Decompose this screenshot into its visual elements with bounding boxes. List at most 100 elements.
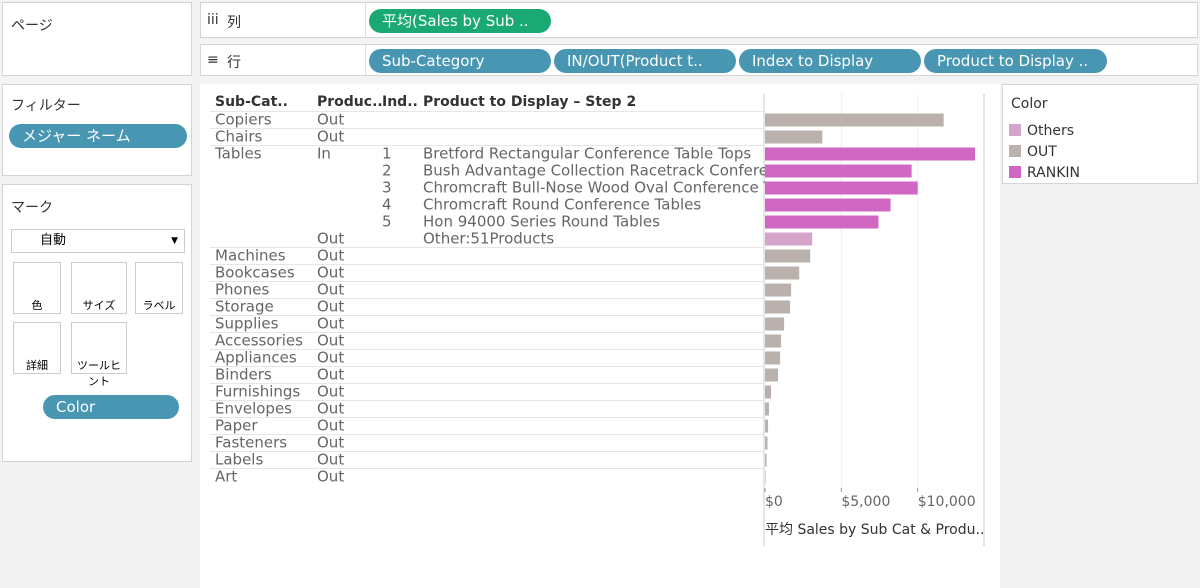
header: Produc.. xyxy=(317,94,383,110)
row-pill[interactable]: IN/OUT(Product t.. xyxy=(554,49,736,73)
sub-category: Paper xyxy=(215,417,258,435)
in-out: Out xyxy=(317,468,344,486)
bar xyxy=(765,470,766,484)
sub-category: Copiers xyxy=(215,111,272,129)
bar xyxy=(765,283,792,297)
in-out: In xyxy=(317,145,331,163)
color-button[interactable]: 色 xyxy=(13,262,61,314)
mark-type-dropdown[interactable]: 自動 ▼ xyxy=(11,229,185,253)
in-out: Out xyxy=(317,128,344,146)
sub-category: Phones xyxy=(215,281,269,299)
bar xyxy=(765,181,918,195)
in-out: Out xyxy=(317,366,344,384)
header: Product to Display – Step 2 xyxy=(423,94,636,110)
sub-category: Machines xyxy=(215,247,286,265)
size-button[interactable]: サイズ xyxy=(71,262,127,314)
legend-title: Color xyxy=(1011,96,1048,112)
in-out: Out xyxy=(317,417,344,435)
product: Chromcraft Bull-Nose Wood Oval Conferenc… xyxy=(423,179,780,197)
sub-category: Storage xyxy=(215,298,274,316)
index: 5 xyxy=(382,213,392,231)
pages-panel: ページ xyxy=(2,2,192,76)
bar xyxy=(765,113,944,127)
bar xyxy=(765,351,781,365)
in-out: Out xyxy=(317,298,344,316)
filters-panel: フィルター メジャー ネーム xyxy=(2,84,192,176)
mark-type: 自動 xyxy=(40,233,67,248)
label-button[interactable]: ラベル xyxy=(135,262,183,314)
bar xyxy=(765,198,891,212)
axis-title: 平均 Sales by Sub Cat & Produ.. xyxy=(765,522,984,538)
header: Sub-Cat.. xyxy=(215,94,288,110)
row-pill[interactable]: Product to Display .. xyxy=(924,49,1107,73)
product: Hon 94000 Series Round Tables xyxy=(423,213,660,231)
sub-category: Fasteners xyxy=(215,434,287,452)
filters-title: フィルター xyxy=(11,98,81,114)
legend-swatch xyxy=(1009,145,1021,157)
bar xyxy=(765,385,772,399)
legend-label: RANKIN xyxy=(1027,165,1080,181)
sub-category: Appliances xyxy=(215,349,297,367)
x-tick-label: $0 xyxy=(765,494,783,510)
bar xyxy=(765,334,782,348)
bar xyxy=(765,436,768,450)
index: 3 xyxy=(382,179,392,197)
in-out: Out xyxy=(317,111,344,129)
product: Chromcraft Round Conference Tables xyxy=(423,196,701,214)
bar xyxy=(765,164,912,178)
bar xyxy=(765,215,879,229)
sub-category: Art xyxy=(215,468,237,486)
sub-category: Chairs xyxy=(215,128,263,146)
legend: Color Others OUT RANKIN xyxy=(1002,84,1198,184)
legend-item: RANKIN xyxy=(1009,165,1080,181)
product: Bretford Rectangular Conference Table To… xyxy=(423,145,751,163)
bar xyxy=(765,317,785,331)
bar xyxy=(765,402,769,416)
bar xyxy=(765,147,975,161)
view: Sub-Cat.. Produc.. Ind.. Product to Disp… xyxy=(200,84,1000,588)
in-out: Out xyxy=(317,247,344,265)
in-out: Out xyxy=(317,332,344,350)
bar xyxy=(765,453,767,467)
sub-category: Labels xyxy=(215,451,263,469)
marks-pill[interactable]: Color xyxy=(43,395,179,419)
bar xyxy=(765,249,811,263)
pages-title: ページ xyxy=(11,18,53,34)
sub-category: Bookcases xyxy=(215,264,295,282)
x-tick-label: $5,000 xyxy=(841,494,890,510)
index: 1 xyxy=(382,145,392,163)
in-out: Out xyxy=(317,230,344,248)
in-out: Out xyxy=(317,264,344,282)
in-out: Out xyxy=(317,349,344,367)
column-pill[interactable]: 平均(Sales by Sub .. xyxy=(369,9,551,33)
detail-button[interactable]: 詳細 xyxy=(13,322,61,374)
tooltip-button[interactable]: ツールヒント xyxy=(71,322,127,388)
in-out: Out xyxy=(317,451,344,469)
in-out: Out xyxy=(317,383,344,401)
bar xyxy=(765,300,791,314)
legend-label: OUT xyxy=(1027,144,1057,160)
sub-category: Tables xyxy=(214,145,262,163)
sub-category: Binders xyxy=(215,366,272,384)
legend-label: Others xyxy=(1027,123,1075,139)
rows-shelf: ≡ 行 Sub-Category IN/OUT(Product t.. Inde… xyxy=(200,44,1198,76)
bar xyxy=(765,419,769,433)
header: Ind.. xyxy=(382,94,418,110)
product: Bush Advantage Collection Racetrack Conf… xyxy=(423,162,778,180)
sub-category: Accessories xyxy=(215,332,303,350)
index: 2 xyxy=(382,162,392,180)
index: 4 xyxy=(382,196,392,214)
legend-item: Others xyxy=(1009,123,1074,139)
bar xyxy=(765,266,800,280)
sub-category: Envelopes xyxy=(215,400,292,418)
in-out: Out xyxy=(317,434,344,452)
filter-pill[interactable]: メジャー ネーム xyxy=(9,124,187,148)
in-out: Out xyxy=(317,400,344,418)
bar xyxy=(765,368,779,382)
sub-category: Supplies xyxy=(215,315,279,333)
product: Other:51Products xyxy=(423,230,554,248)
row-pill[interactable]: Sub-Category xyxy=(369,49,551,73)
row-pill[interactable]: Index to Display xyxy=(739,49,921,73)
columns-shelf: iii 列 平均(Sales by Sub .. xyxy=(200,2,1198,38)
